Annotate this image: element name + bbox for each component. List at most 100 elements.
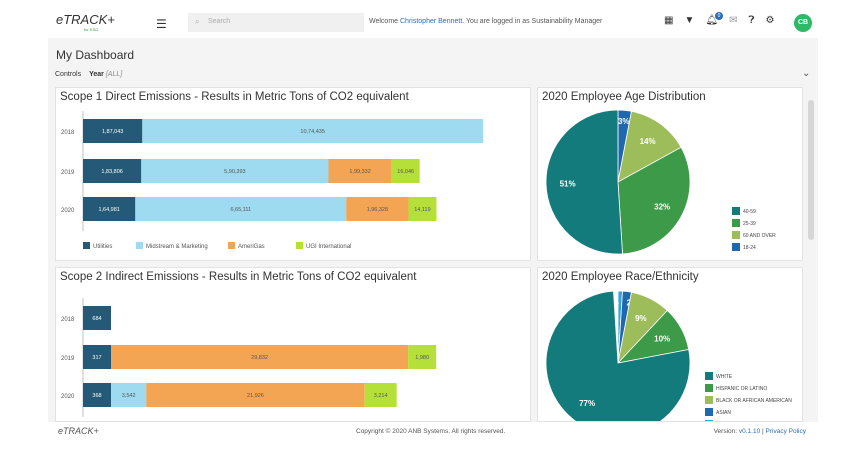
data-label: 21,926 xyxy=(247,393,264,399)
data-label: 1,83,806 xyxy=(101,169,122,175)
hamburger-menu-icon[interactable]: ☰ xyxy=(156,17,167,31)
bar-segment xyxy=(364,383,397,407)
data-label: 3,542 xyxy=(122,393,136,399)
legend-label: ASIAN xyxy=(716,410,731,416)
calendar-icon[interactable]: ▦ xyxy=(664,15,674,26)
race-card: 2020 Employee Race/Ethnicity 1%2%9%10%77… xyxy=(537,267,803,422)
legend-swatch xyxy=(732,207,740,215)
app: eTRACK+ for ESG ☰ ⌕ Search Welcome Christo… xyxy=(48,8,818,442)
age-pie-chart: 3% 14% 32% 51% 40-59 25-39 60 AND OVER 18-24 xyxy=(545,109,776,255)
legend-swatch xyxy=(83,242,90,249)
legend-label: Midstream & Marketing xyxy=(146,244,208,250)
bell-icon[interactable]: 🔔︎ xyxy=(705,15,719,26)
filter-icon[interactable]: ▼ xyxy=(684,15,695,26)
mail-icon[interactable]: ✉ xyxy=(729,15,738,26)
welcome-suffix: You are logged in as Sustainability Mana… xyxy=(466,18,603,25)
search-placeholder: Search xyxy=(208,18,231,25)
legend-swatch xyxy=(228,242,235,249)
search-icon: ⌕ xyxy=(195,17,200,26)
scope2-card: Scope 2 Indirect Emissions - Results in … xyxy=(55,267,531,422)
logo[interactable]: eTRACK+ for ESG xyxy=(56,12,115,32)
y-tick-label: 2020 xyxy=(61,394,75,400)
legend-label: HISPANIC OR LATINO xyxy=(716,386,767,392)
data-label: 1,99,332 xyxy=(349,169,370,175)
chart-title: 2020 Employee Age Distribution xyxy=(542,91,706,103)
data-label: 1,64,981 xyxy=(98,207,119,213)
chevron-down-icon[interactable]: ⌄ xyxy=(802,68,811,79)
slice-label: 77% xyxy=(579,399,595,408)
slice-label: 51% xyxy=(560,180,576,189)
pie-slice xyxy=(617,110,682,183)
bar-segment xyxy=(408,345,437,369)
year-value[interactable]: [ALL] xyxy=(105,71,123,78)
logo-text: eTRACK+ xyxy=(56,12,115,27)
legend-swatch xyxy=(732,231,740,239)
welcome-text: Welcome Christopher Bennett. You are log… xyxy=(369,18,602,25)
y-tick-label: 2018 xyxy=(61,130,75,136)
footer-logo: eTRACK+ xyxy=(58,426,99,436)
footer: eTRACK+ Copyright © 2020 ANB Systems. Al… xyxy=(48,422,818,442)
data-label: 368 xyxy=(92,393,101,399)
bar-segment xyxy=(83,306,111,330)
scope1-card: Scope 1 Direct Emissions - Results in Me… xyxy=(55,87,531,261)
y-tick-label: 2020 xyxy=(61,208,75,214)
data-label: 16,046 xyxy=(397,169,414,175)
legend-label: 25-39 xyxy=(743,221,756,227)
legend-swatch xyxy=(296,242,303,249)
gear-icon[interactable]: ⚙ xyxy=(765,15,775,26)
legend-label: 18-24 xyxy=(743,245,756,251)
data-label: 5,90,393 xyxy=(224,169,245,175)
version-link[interactable]: v0.1.10 xyxy=(738,428,761,435)
y-tick-label: 2018 xyxy=(61,317,75,323)
bar-segment xyxy=(408,197,437,221)
scrollbar[interactable] xyxy=(808,100,814,240)
data-label: 3,214 xyxy=(374,393,388,399)
scope2-chart: 2018 684 2019 317 29,832 1,980 2020 368 3,542 21,… xyxy=(61,298,437,417)
bar-segment xyxy=(111,345,409,369)
help-icon[interactable]: ❓︎ xyxy=(748,15,755,26)
logo-sub: for ESG xyxy=(84,27,99,32)
bar-segment xyxy=(346,197,409,221)
privacy-policy-link[interactable]: Privacy Policy xyxy=(765,428,806,435)
welcome-prefix: Welcome xyxy=(369,18,399,25)
legend-swatch xyxy=(705,408,713,416)
legend-label: WHITE xyxy=(716,374,733,380)
legend-label: AmeriGas xyxy=(238,244,265,250)
y-tick-label: 2019 xyxy=(61,170,75,176)
legend-swatch xyxy=(705,384,713,392)
bar-segment xyxy=(83,159,142,183)
top-bar: eTRACK+ for ESG ☰ ⌕ Search Welcome Christo… xyxy=(48,8,818,38)
bar-segment xyxy=(83,119,143,143)
slice-label: 9% xyxy=(635,314,647,323)
user-name[interactable]: Christopher Bennett. xyxy=(400,18,465,25)
pie-slice xyxy=(545,109,623,255)
controls-bar[interactable]: Controls Year [ALL] xyxy=(55,71,122,78)
legend-label: BLACK OR AFRICAN AMERICAN xyxy=(716,398,792,404)
pie-slice xyxy=(617,146,691,255)
age-card: 2020 Employee Age Distribution 3% 14% 32% 5… xyxy=(537,87,803,261)
data-label: 10,74,435 xyxy=(300,129,324,135)
data-label: 317 xyxy=(92,355,101,361)
year-label: Year xyxy=(89,71,104,78)
chart-title: Scope 2 Indirect Emissions - Results in … xyxy=(60,271,417,283)
avatar[interactable]: CB xyxy=(794,14,812,32)
search-input[interactable]: ⌕ Search xyxy=(188,13,364,32)
chart-title: 2020 Employee Race/Ethnicity xyxy=(542,271,699,283)
bar-segment xyxy=(111,383,147,407)
legend-label: 40-59 xyxy=(743,209,756,215)
bar-segment xyxy=(328,159,392,183)
legend-swatch xyxy=(732,219,740,227)
legend-label: 60 AND OVER xyxy=(743,233,776,239)
legend-swatch xyxy=(705,396,713,404)
bar-segment xyxy=(146,383,365,407)
data-label: 1,87,043 xyxy=(102,129,123,135)
notification-badge: 0 xyxy=(715,12,723,20)
slice-label: 14% xyxy=(640,137,656,146)
slice-label: 3% xyxy=(618,117,630,126)
legend-swatch xyxy=(705,420,713,421)
bar-segment xyxy=(83,345,111,369)
legend-swatch xyxy=(732,243,740,251)
data-label: 684 xyxy=(92,316,101,322)
scope1-chart: 2018 1,87,043 10,74,435 2019 1,83,806 5,90,39… xyxy=(61,111,484,250)
y-tick-label: 2019 xyxy=(61,356,75,362)
